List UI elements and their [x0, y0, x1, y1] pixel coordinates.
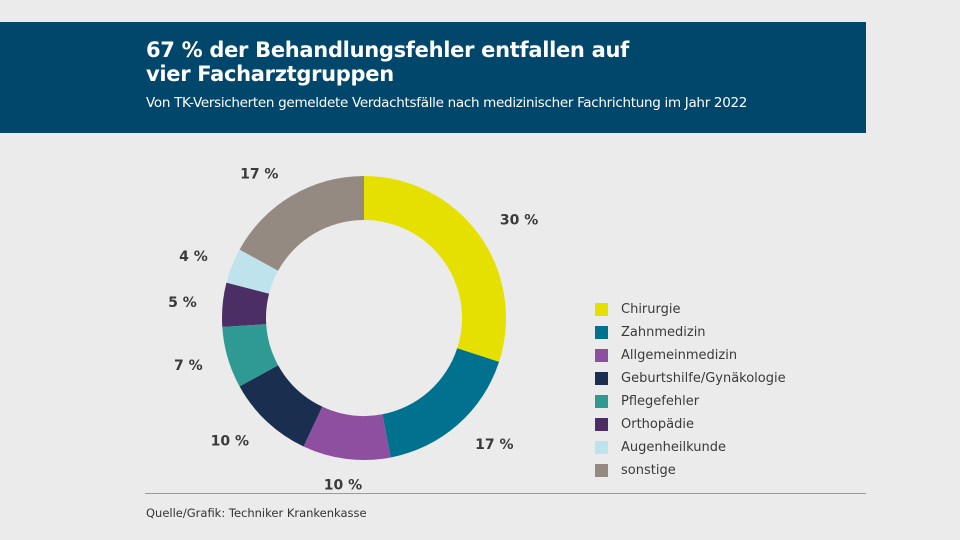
legend-item: Chirurgie [595, 298, 786, 321]
legend-swatch [595, 303, 608, 316]
chart-title: 67 % der Behandlungsfehler entfallen auf… [146, 38, 629, 86]
legend-label: sonstige [621, 463, 676, 478]
legend-swatch [595, 326, 608, 339]
slice-chirurgie [364, 176, 506, 362]
data-label: 4 % [179, 249, 208, 265]
legend-swatch [595, 372, 608, 385]
legend-label: Zahnmedizin [621, 325, 706, 340]
title-line-2: vier Facharztgruppen [146, 62, 394, 86]
legend-label: Orthopädie [621, 417, 694, 432]
legend-label: Augenheilkunde [621, 440, 726, 455]
header-band: 67 % der Behandlungsfehler entfallen auf… [0, 22, 866, 133]
chart-subtitle: Von TK-Versicherten gemeldete Verdachtsf… [146, 95, 748, 111]
legend-swatch [595, 349, 608, 362]
data-label: 10 % [211, 433, 249, 449]
data-label: 17 % [475, 437, 513, 453]
legend-item: sonstige [595, 459, 786, 482]
legend-label: Pflegefehler [621, 394, 700, 409]
legend-label: Allgemeinmedizin [621, 348, 738, 363]
legend-item: Zahnmedizin [595, 321, 786, 344]
legend: Chirurgie Zahnmedizin Allgemeinmedizin Gebu… [595, 298, 786, 482]
legend-swatch [595, 464, 608, 477]
data-label: 5 % [168, 295, 197, 311]
slice-zahnmedizin [382, 348, 500, 458]
legend-item: Geburtshilfe/Gynäkologie [595, 367, 786, 390]
data-label: 30 % [500, 212, 538, 228]
legend-item: Pflegefehler [595, 390, 786, 413]
slice-sonstige [239, 176, 364, 271]
legend-label: Chirurgie [621, 302, 681, 317]
legend-item: Allgemeinmedizin [595, 344, 786, 367]
data-label: 7 % [174, 358, 203, 374]
legend-swatch [595, 395, 608, 408]
divider [145, 493, 866, 494]
slice-pflegefehler [222, 324, 279, 387]
slice-geburtshilfe-gynäkologie [239, 365, 323, 447]
slice-orthopädie [222, 282, 270, 327]
legend-label: Geburtshilfe/Gynäkologie [621, 371, 786, 386]
data-label: 10 % [324, 478, 362, 494]
legend-swatch [595, 418, 608, 431]
title-line-1: 67 % der Behandlungsfehler entfallen auf [146, 38, 629, 62]
slice-augenheilkunde [226, 249, 279, 294]
legend-item: Orthopädie [595, 413, 786, 436]
slice-allgemeinmedizin [303, 406, 391, 460]
legend-swatch [595, 441, 608, 454]
data-label: 17 % [240, 166, 278, 182]
source-note: Quelle/Grafik: Techniker Krankenkasse [146, 506, 367, 520]
legend-item: Augenheilkunde [595, 436, 786, 459]
